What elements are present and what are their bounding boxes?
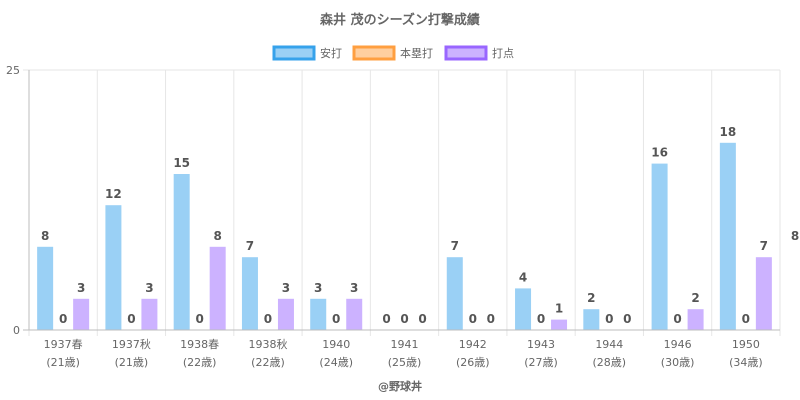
x-tick-sublabel: (22歳) [251, 356, 285, 369]
data-label: 0 [673, 312, 681, 326]
data-label: 4 [519, 270, 527, 284]
footer-credit: @野球丼 [378, 379, 422, 393]
x-tick-label: 1943 [527, 338, 555, 351]
bar[interactable] [719, 142, 736, 330]
data-label: 0 [382, 312, 390, 326]
bar[interactable] [105, 205, 122, 330]
x-tick-label: 1938春 [180, 338, 219, 351]
legend-label: 打点 [492, 46, 514, 60]
data-label: 7 [246, 239, 254, 253]
x-tick-label: 1942 [459, 338, 487, 351]
data-label: 16 [651, 146, 668, 160]
legend-label: 本塁打 [400, 46, 433, 60]
x-tick-sublabel: (24歳) [319, 356, 353, 369]
y-tick-label: 25 [6, 64, 20, 77]
y-tick-label: 0 [13, 324, 20, 337]
bar[interactable] [687, 309, 704, 330]
legend-label: 安打 [320, 46, 342, 60]
bar[interactable] [651, 163, 668, 330]
x-tick-label: 1940 [322, 338, 350, 351]
bars [37, 142, 772, 330]
data-label: 18 [720, 125, 737, 139]
data-label: 8 [41, 229, 49, 243]
bar[interactable] [446, 257, 463, 330]
x-tick-sublabel: (22歳) [183, 356, 217, 369]
bar[interactable] [755, 257, 772, 330]
x-tick-sublabel: (27歳) [524, 356, 558, 369]
bar[interactable] [551, 319, 568, 330]
bar[interactable] [141, 298, 158, 330]
data-label: 3 [282, 281, 290, 295]
x-tick-sublabel: (25歳) [388, 356, 422, 369]
bar[interactable] [277, 298, 294, 330]
chart-title: 森井 茂のシーズン打撃成績 [320, 12, 480, 28]
data-label: 0 [418, 312, 426, 326]
legend-swatch [352, 45, 396, 61]
x-tick-sublabel: (21歳) [46, 356, 80, 369]
data-label: 7 [451, 239, 459, 253]
data-label: 2 [587, 291, 595, 305]
legend-swatch [272, 45, 316, 61]
data-label: 0 [469, 312, 477, 326]
gridlines [23, 69, 781, 336]
data-label: 15 [173, 156, 190, 170]
bar[interactable] [73, 298, 90, 330]
legend-swatch [444, 45, 488, 61]
x-tick-label: 1941 [391, 338, 419, 351]
bar[interactable] [583, 309, 600, 330]
x-tick-label: 1944 [595, 338, 623, 351]
data-label: 0 [400, 312, 408, 326]
x-tick-sublabel: (28歳) [593, 356, 627, 369]
legend: 安打 本塁打 打点 [272, 45, 514, 61]
data-label: 3 [350, 281, 358, 295]
legend-item[interactable]: 安打 [272, 45, 342, 61]
x-tick-label: 1937秋 [112, 337, 151, 351]
bar[interactable] [346, 298, 363, 330]
data-label: 12 [105, 187, 122, 201]
data-label: 3 [77, 281, 85, 295]
data-label: 0 [332, 312, 340, 326]
axes: 0 25 1937春 (21歳) 1937秋 (21歳) 1938春 (22歳) 1938秋 (2… [6, 64, 780, 369]
x-tick-label: 1937春 [44, 338, 83, 351]
x-tick-label: 1950 [732, 338, 760, 351]
data-label: 2 [691, 291, 699, 305]
bar[interactable] [310, 298, 327, 330]
data-label: 1 [555, 302, 563, 316]
x-tick-sublabel: (26歳) [456, 356, 490, 369]
data-label: 7 [760, 239, 768, 253]
x-tick-sublabel: (30歳) [661, 356, 695, 369]
overflow-data-label: 8 [791, 229, 799, 243]
x-tick-label: 1946 [664, 338, 692, 351]
legend-item[interactable]: 本塁打 [352, 45, 433, 61]
x-tick-label: 1938秋 [248, 337, 287, 351]
bar[interactable] [209, 246, 226, 330]
x-tick-sublabel: (34歳) [729, 356, 763, 369]
data-label: 0 [537, 312, 545, 326]
legend-item[interactable]: 打点 [444, 45, 514, 61]
data-label: 0 [487, 312, 495, 326]
x-tick-sublabel: (21歳) [115, 356, 149, 369]
data-label: 0 [59, 312, 67, 326]
data-label: 0 [196, 312, 204, 326]
data-label: 0 [127, 312, 135, 326]
data-label: 0 [623, 312, 631, 326]
data-label: 0 [264, 312, 272, 326]
data-label: 0 [742, 312, 750, 326]
data-label: 3 [145, 281, 153, 295]
bar[interactable] [241, 257, 258, 330]
data-label: 8 [214, 229, 222, 243]
bar[interactable] [515, 288, 532, 330]
bar[interactable] [173, 174, 190, 330]
data-label: 3 [314, 281, 322, 295]
data-label: 0 [605, 312, 613, 326]
bar[interactable] [37, 246, 54, 330]
